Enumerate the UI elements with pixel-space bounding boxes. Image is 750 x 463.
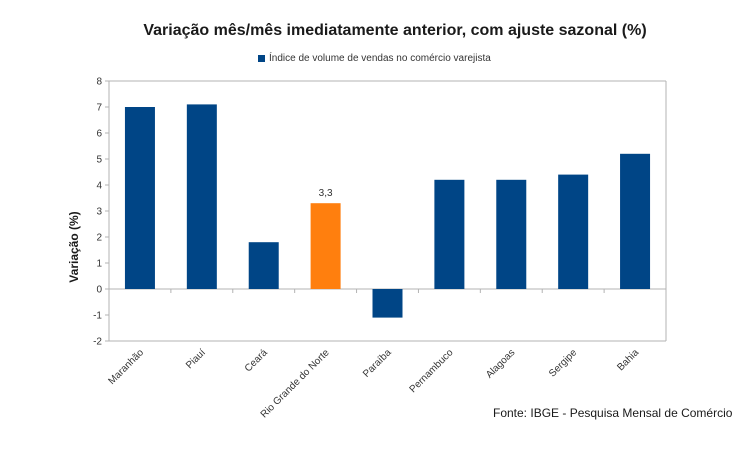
y-tick-label: 2 <box>96 233 102 244</box>
bar-para-ba <box>372 289 403 318</box>
chart-title: Variação mês/mês imediatamente anterior,… <box>143 22 647 39</box>
x-category-label: Sergipe <box>547 347 579 379</box>
x-category-label: Alagoas <box>484 347 517 380</box>
legend-swatch <box>258 55 265 62</box>
y-tick-label: 8 <box>96 77 102 88</box>
y-tick-label: -1 <box>93 311 102 322</box>
y-tick-label: 5 <box>96 155 102 166</box>
y-tick-label: 3 <box>96 207 102 218</box>
bar-sergipe <box>558 174 589 289</box>
y-tick-label: 0 <box>96 285 102 296</box>
x-category-label: Ceará <box>243 347 270 374</box>
y-tick-label: 1 <box>96 259 102 270</box>
y-tick-label: 7 <box>96 103 102 114</box>
y-tick-label: 4 <box>96 181 102 192</box>
bar-bahia <box>620 153 651 289</box>
legend-label: Índice de volume de vendas no comércio v… <box>269 53 491 64</box>
bar-cear- <box>248 242 279 289</box>
legend: Índice de volume de vendas no comércio v… <box>258 53 491 64</box>
x-category-label: Piauí <box>184 347 208 371</box>
x-category-label: Maranhão <box>106 347 146 387</box>
bar-alagoas <box>496 179 527 289</box>
source-note: Fonte: IBGE - Pesquisa Mensal de Comérci… <box>493 406 733 420</box>
bar-maranh-o <box>124 107 155 289</box>
x-category-label: Paraíba <box>361 347 394 380</box>
y-axis-title: Variação (%) <box>67 211 81 282</box>
bar-piau- <box>186 104 217 290</box>
bar-rio-grande-do-norte <box>310 203 341 289</box>
x-category-label: Pernambuco <box>408 347 456 395</box>
y-tick-label: 6 <box>96 129 102 140</box>
y-tick-label: -2 <box>93 337 102 348</box>
bar-pernambuco <box>434 179 465 289</box>
x-category-label: Rio Grande do Norte <box>259 347 332 420</box>
data-label: 3,3 <box>319 188 333 199</box>
x-category-label: Bahia <box>615 347 641 373</box>
